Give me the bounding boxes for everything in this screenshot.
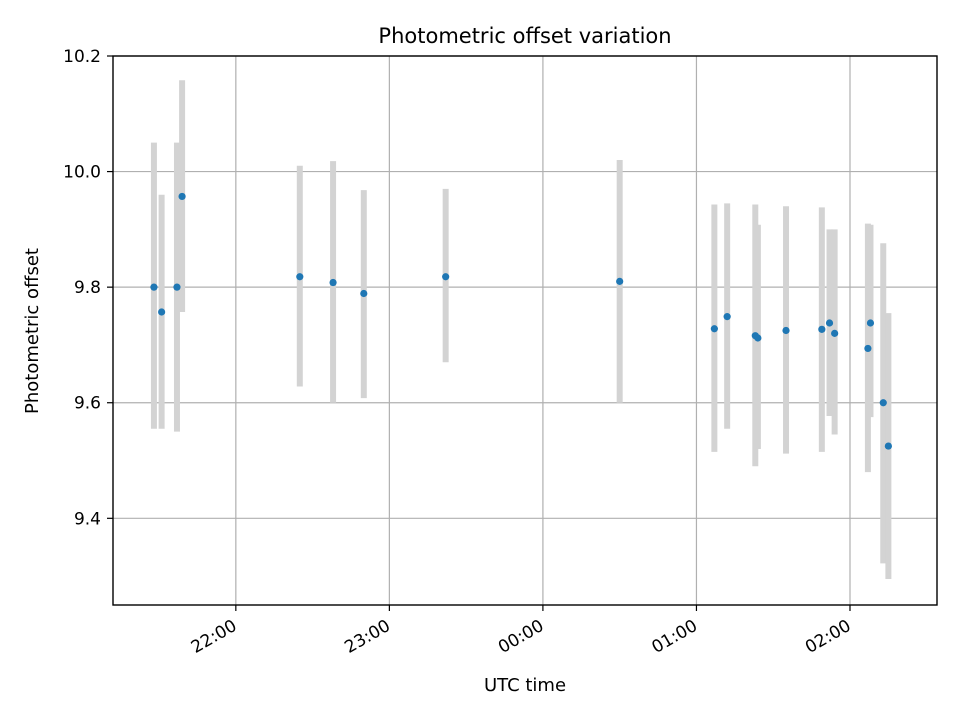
y-axis-ticks: 9.4 9.6 9.8 10.0 10.2	[63, 47, 113, 529]
plot-frame	[112, 55, 938, 606]
data-point	[866, 319, 875, 327]
data-point	[879, 399, 887, 407]
data-point	[754, 334, 762, 342]
data-point	[329, 278, 337, 287]
data-point	[723, 313, 731, 321]
data-point	[173, 283, 181, 291]
x-tick-label: 02:00	[802, 616, 854, 658]
x-tick-label: 22:00	[188, 616, 240, 658]
data-point	[825, 319, 834, 327]
x-tick-label: 23:00	[341, 616, 393, 658]
data-point	[442, 273, 450, 281]
y-tick-label: 9.8	[74, 278, 101, 298]
x-tick-label: 01:00	[649, 616, 701, 658]
data-point	[360, 289, 368, 298]
x-tick-label: 00:00	[495, 616, 547, 658]
data-point	[710, 325, 718, 333]
data-point	[782, 326, 790, 335]
data-point	[158, 308, 166, 316]
data-point	[150, 283, 158, 291]
data-points	[150, 192, 892, 450]
y-axis-label: Photometric offset	[22, 248, 43, 414]
data-point	[831, 329, 839, 337]
data-point	[818, 325, 826, 333]
y-tick-label: 9.4	[74, 509, 101, 529]
data-point	[296, 273, 304, 281]
data-point	[864, 344, 872, 353]
data-point	[616, 277, 624, 285]
grid-lines	[113, 55, 937, 605]
error-bars	[150, 80, 892, 579]
chart-title: Photometric offset variation	[378, 24, 671, 48]
y-tick-label: 10.0	[63, 163, 101, 183]
data-point	[884, 442, 892, 450]
data-point	[178, 192, 186, 201]
y-tick-label: 10.2	[63, 47, 101, 67]
y-tick-label: 9.6	[74, 394, 101, 414]
x-axis-ticks: 22:00 23:00 00:00 01:00 02:00	[188, 605, 854, 658]
x-axis-label: UTC time	[484, 675, 566, 696]
